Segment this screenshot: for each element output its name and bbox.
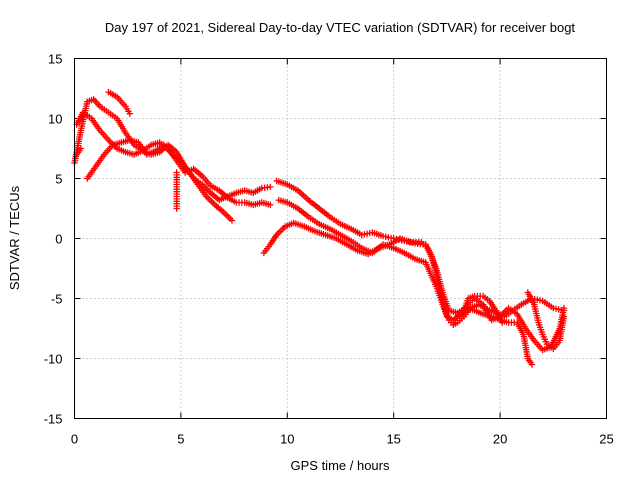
data-point [77, 145, 85, 152]
data-point [173, 205, 180, 212]
data-point [228, 217, 236, 224]
y-tick-label: -15 [44, 412, 63, 427]
series-track-7 [273, 177, 568, 329]
x-tick-label: 10 [280, 432, 294, 447]
y-tick-label: -10 [44, 352, 63, 367]
x-tick-label: 20 [493, 432, 507, 447]
series-track-9 [260, 219, 536, 368]
y-tick-label: 10 [48, 112, 62, 127]
x-tick-label: 15 [386, 432, 400, 447]
y-tick-label: 0 [55, 232, 62, 247]
y-tick-label: 15 [48, 52, 62, 67]
y-tick-label: 5 [55, 172, 62, 187]
data-point [126, 110, 134, 117]
y-axis-label: SDTVAR / TECUs [7, 185, 22, 290]
data-point [560, 304, 568, 312]
series-track-4 [105, 88, 134, 117]
series-track-3 [84, 136, 236, 224]
x-tick-label: 25 [599, 432, 613, 447]
plot-frame [74, 58, 607, 419]
data-point [560, 313, 568, 320]
series-track-10 [524, 289, 568, 353]
y-tick-label: -5 [51, 292, 63, 307]
x-tick-label: 0 [71, 432, 78, 447]
y-tick-labels: -15 -10 -5 0 5 10 15 [44, 52, 63, 427]
series-track-8 [275, 196, 568, 354]
data-point [267, 183, 274, 191]
series-track-1 [71, 96, 274, 204]
series-track-6 [173, 169, 180, 212]
data-point [267, 201, 274, 209]
series-track-11 [458, 292, 506, 326]
x-axis-label: GPS time / hours [291, 458, 390, 473]
x-tick-labels: 0 5 10 15 20 25 [71, 432, 614, 447]
data-point [528, 361, 536, 368]
x-tick-label: 5 [177, 432, 184, 447]
data-point [499, 319, 506, 326]
data-points [71, 88, 568, 368]
chart-title: Day 197 of 2021, Sidereal Day-to-day VTE… [105, 20, 576, 35]
